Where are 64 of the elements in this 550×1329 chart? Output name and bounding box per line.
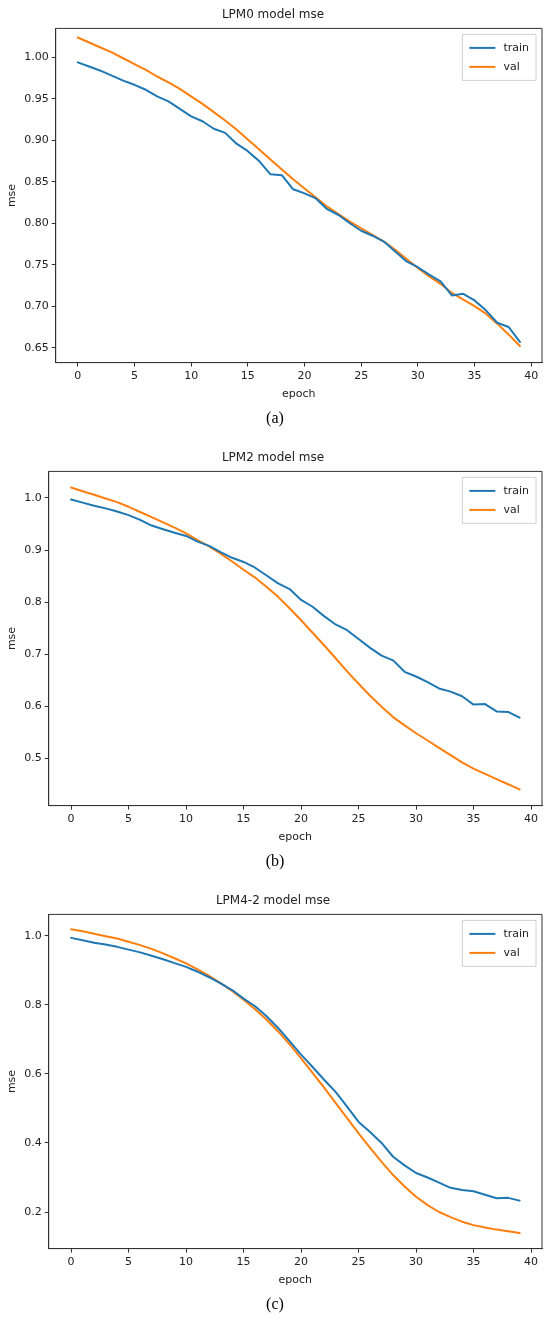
- y-tick-label: 0.2: [24, 1204, 42, 1218]
- y-tick-label: 0.7: [24, 646, 42, 660]
- legend-label: val: [503, 945, 520, 959]
- y-tick-label: 0.6: [24, 1066, 42, 1080]
- y-tick-label: 1.00: [24, 50, 49, 64]
- y-tick-label: 0.95: [24, 91, 49, 105]
- x-tick-label: 0: [67, 1255, 75, 1269]
- x-axis-title: epoch: [278, 1273, 313, 1287]
- x-tick-label: 10: [179, 1255, 194, 1269]
- x-tick-label: 15: [236, 812, 251, 826]
- x-tick-label: 5: [130, 369, 138, 383]
- legend-label: val: [503, 502, 520, 516]
- x-tick-label: 0: [67, 812, 75, 826]
- legend-label: train: [503, 926, 530, 940]
- legend-label: val: [503, 59, 520, 73]
- y-tick-label: 1.0: [24, 490, 42, 504]
- legend-label: train: [503, 40, 530, 54]
- text: (a): [265, 408, 285, 429]
- y-tick-label: 0.75: [24, 257, 49, 271]
- x-tick-label: 40: [524, 369, 539, 383]
- x-tick-label: 35: [466, 812, 481, 826]
- y-tick-label: 0.65: [24, 340, 49, 354]
- x-tick-label: 25: [354, 369, 369, 383]
- y-tick-label: 0.8: [24, 594, 42, 608]
- x-tick-label: 40: [524, 812, 539, 826]
- chart-title: LPM0 model mse: [221, 7, 325, 22]
- text: (c): [265, 1294, 285, 1315]
- y-tick-label: 0.5: [24, 751, 42, 765]
- y-tick-label: 0.6: [24, 699, 42, 713]
- x-tick-label: 5: [125, 812, 133, 826]
- x-axis-title: epoch: [282, 387, 316, 401]
- y-tick-label: 0.9: [24, 542, 42, 556]
- x-tick-label: 15: [240, 369, 255, 383]
- y-axis-title: mse: [5, 626, 19, 651]
- y-tick-label: 0.8: [24, 997, 42, 1011]
- y-tick-label: 1.0: [24, 928, 42, 942]
- x-tick-label: 30: [409, 812, 424, 826]
- y-tick-label: 0.80: [24, 216, 49, 230]
- x-tick-label: 30: [409, 1255, 424, 1269]
- legend-label: train: [503, 483, 530, 497]
- y-tick-label: 0.4: [24, 1135, 42, 1149]
- x-axis-title: epoch: [278, 830, 313, 844]
- x-tick-label: 20: [294, 1255, 309, 1269]
- x-tick-label: 0: [74, 369, 82, 383]
- x-tick-label: 5: [125, 1255, 133, 1269]
- y-axis-title: mse: [5, 183, 19, 208]
- chart-title: LPM4-2 model mse: [215, 893, 331, 908]
- y-tick-label: 0.90: [24, 133, 49, 147]
- x-tick-label: 25: [351, 812, 366, 826]
- chart-title: LPM2 model mse: [221, 450, 325, 465]
- x-tick-label: 10: [184, 369, 199, 383]
- x-tick-label: 15: [236, 1255, 251, 1269]
- x-tick-label: 10: [179, 812, 194, 826]
- x-tick-label: 35: [466, 1255, 481, 1269]
- x-tick-label: 20: [294, 812, 309, 826]
- x-tick-label: 25: [351, 1255, 366, 1269]
- y-tick-label: 0.70: [24, 299, 49, 313]
- x-tick-label: 30: [410, 369, 425, 383]
- x-tick-label: 40: [524, 1255, 539, 1269]
- y-axis-title: mse: [5, 1069, 19, 1094]
- text: (b): [264, 851, 286, 872]
- x-tick-label: 35: [467, 369, 482, 383]
- x-tick-label: 20: [297, 369, 312, 383]
- y-tick-label: 0.85: [24, 174, 49, 188]
